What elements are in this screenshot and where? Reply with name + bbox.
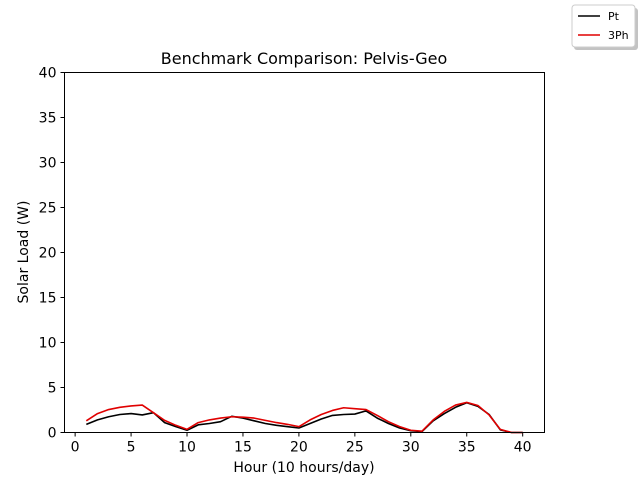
x-tick-label: 5 bbox=[127, 440, 136, 456]
y-tick-label: 35 bbox=[39, 111, 57, 127]
legend-label-3ph: 3Ph bbox=[608, 29, 629, 42]
x-axis-label: Hour (10 hours/day) bbox=[233, 460, 374, 476]
series-line-pt bbox=[86, 401, 523, 434]
plot-frame bbox=[64, 72, 545, 433]
y-tick-label: 20 bbox=[39, 246, 57, 262]
legend-label-pt: Pt bbox=[608, 10, 620, 23]
y-tick-label: 30 bbox=[39, 156, 57, 172]
y-tick-label: 25 bbox=[39, 201, 57, 217]
x-tick-label: 30 bbox=[402, 440, 420, 456]
x-tick-label: 40 bbox=[514, 440, 532, 456]
x-tick-label: 20 bbox=[290, 440, 308, 456]
y-tick-label: 0 bbox=[48, 426, 57, 442]
x-tick-label: 15 bbox=[234, 440, 252, 456]
chart-title: Benchmark Comparison: Pelvis-Geo bbox=[161, 49, 448, 68]
x-tick-label: 25 bbox=[346, 440, 364, 456]
y-axis-label: Solar Load (W) bbox=[16, 201, 32, 304]
x-tick-label: 0 bbox=[71, 440, 80, 456]
y-tick-label: 10 bbox=[39, 336, 57, 352]
y-tick-label: 40 bbox=[39, 66, 57, 82]
legend: Pt 3Ph bbox=[571, 4, 638, 50]
x-tick-label: 35 bbox=[458, 440, 476, 456]
series-line-3ph bbox=[85, 401, 523, 434]
y-tick-label: 15 bbox=[39, 291, 57, 307]
y-tick-label: 5 bbox=[48, 381, 57, 397]
axis-ticks: 0 5 10 15 20 25 30 35 40 0 5 10 15 20 25 30 35 40 bbox=[39, 66, 532, 456]
x-tick-label: 10 bbox=[178, 440, 196, 456]
series-lines bbox=[85, 401, 523, 434]
